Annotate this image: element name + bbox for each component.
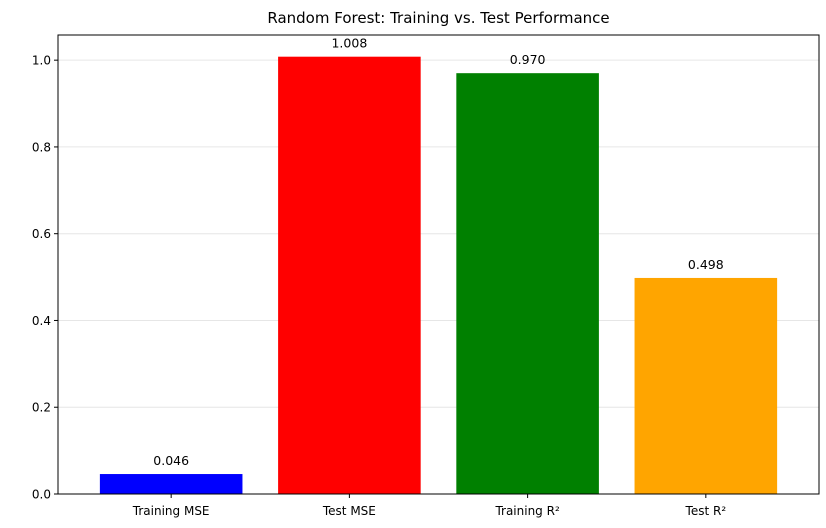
- y-tick-label: 0.8: [32, 140, 51, 154]
- bar: [99, 474, 243, 494]
- y-tick-label: 0.6: [32, 227, 51, 241]
- x-tick-label: Test MSE: [322, 504, 376, 518]
- bars: [99, 56, 778, 495]
- data-label: 1.008: [331, 36, 367, 51]
- x-tick-label: Training MSE: [132, 504, 210, 518]
- bar: [278, 56, 421, 495]
- x-tick-label: Test R²: [685, 504, 727, 518]
- data-label: 0.970: [510, 52, 546, 67]
- data-label: 0.046: [153, 453, 189, 468]
- x-tick-label: Training R²: [494, 504, 560, 518]
- y-axis-ticks: 0.0 0.2 0.4 0.6 0.8 1.0: [32, 54, 58, 502]
- axes: [57, 34, 820, 495]
- bar: [456, 73, 599, 494]
- chart-title: Random Forest: Training vs. Test Perform…: [267, 9, 609, 27]
- data-labels: 0.046 1.008 0.970 0.498: [153, 36, 723, 468]
- y-tick-label: 0.4: [32, 314, 51, 328]
- x-axis-ticks: Training MSE Test MSE Training R² Test R²: [132, 494, 727, 518]
- y-tick-label: 0.0: [32, 488, 51, 502]
- bar: [634, 277, 778, 494]
- y-tick-label: 0.2: [32, 401, 51, 415]
- y-tick-label: 1.0: [32, 54, 51, 68]
- data-label: 0.498: [688, 257, 724, 272]
- plot-frame: [57, 34, 820, 495]
